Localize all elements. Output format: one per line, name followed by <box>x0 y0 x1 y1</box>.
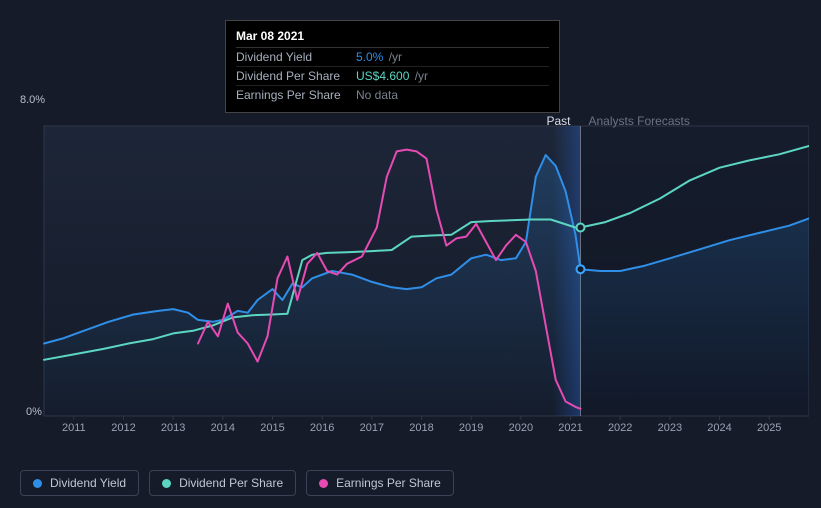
legend-item[interactable]: Dividend Yield <box>20 470 139 496</box>
x-axis-year: 2014 <box>198 422 248 438</box>
x-axis-year: 2023 <box>645 422 695 438</box>
tooltip-row-value: No data <box>356 88 398 102</box>
x-axis-year: 2018 <box>397 422 447 438</box>
x-axis-year: 2012 <box>99 422 149 438</box>
x-axis-year: 2020 <box>496 422 546 438</box>
tooltip-row: Earnings Per ShareNo data <box>236 86 549 104</box>
x-axis: 2011201220132014201520162017201820192020… <box>49 422 794 438</box>
x-axis-year: 2019 <box>446 422 496 438</box>
tooltip-row-key: Dividend Yield <box>236 50 356 64</box>
x-axis-year: 2025 <box>744 422 794 438</box>
x-axis-year: 2016 <box>297 422 347 438</box>
tooltip-row-value: US$4.600 /yr <box>356 69 428 83</box>
tooltip-row-value: 5.0% /yr <box>356 50 402 64</box>
y-axis-label-bottom: 0% <box>26 406 42 418</box>
tooltip: Mar 08 2021 Dividend Yield5.0% /yrDivide… <box>225 20 560 113</box>
tooltip-row: Dividend Yield5.0% /yr <box>236 48 549 67</box>
x-axis-year: 2021 <box>546 422 596 438</box>
x-axis-year: 2013 <box>148 422 198 438</box>
tooltip-row-key: Earnings Per Share <box>236 88 356 102</box>
legend-item[interactable]: Dividend Per Share <box>149 470 296 496</box>
legend-label: Earnings Per Share <box>336 476 441 490</box>
legend-label: Dividend Per Share <box>179 476 283 490</box>
chart-svg <box>20 108 809 448</box>
x-axis-year: 2017 <box>347 422 397 438</box>
forecast-label: Analysts Forecasts <box>588 114 689 128</box>
x-axis-year: 2024 <box>695 422 745 438</box>
tooltip-row: Dividend Per ShareUS$4.600 /yr <box>236 67 549 86</box>
legend-dot-icon <box>319 479 328 488</box>
legend-item[interactable]: Earnings Per Share <box>306 470 454 496</box>
tooltip-date: Mar 08 2021 <box>236 27 549 48</box>
x-axis-year: 2022 <box>595 422 645 438</box>
legend-dot-icon <box>33 479 42 488</box>
x-axis-year: 2011 <box>49 422 99 438</box>
legend-dot-icon <box>162 479 171 488</box>
tooltip-row-key: Dividend Per Share <box>236 69 356 83</box>
legend: Dividend Yield Dividend Per Share Earnings… <box>20 470 454 496</box>
legend-label: Dividend Yield <box>50 476 126 490</box>
x-axis-year: 2015 <box>248 422 298 438</box>
chart-plot-area[interactable] <box>20 108 809 448</box>
past-label: Past <box>546 114 570 128</box>
y-axis-label-top: 8.0% <box>20 94 45 108</box>
